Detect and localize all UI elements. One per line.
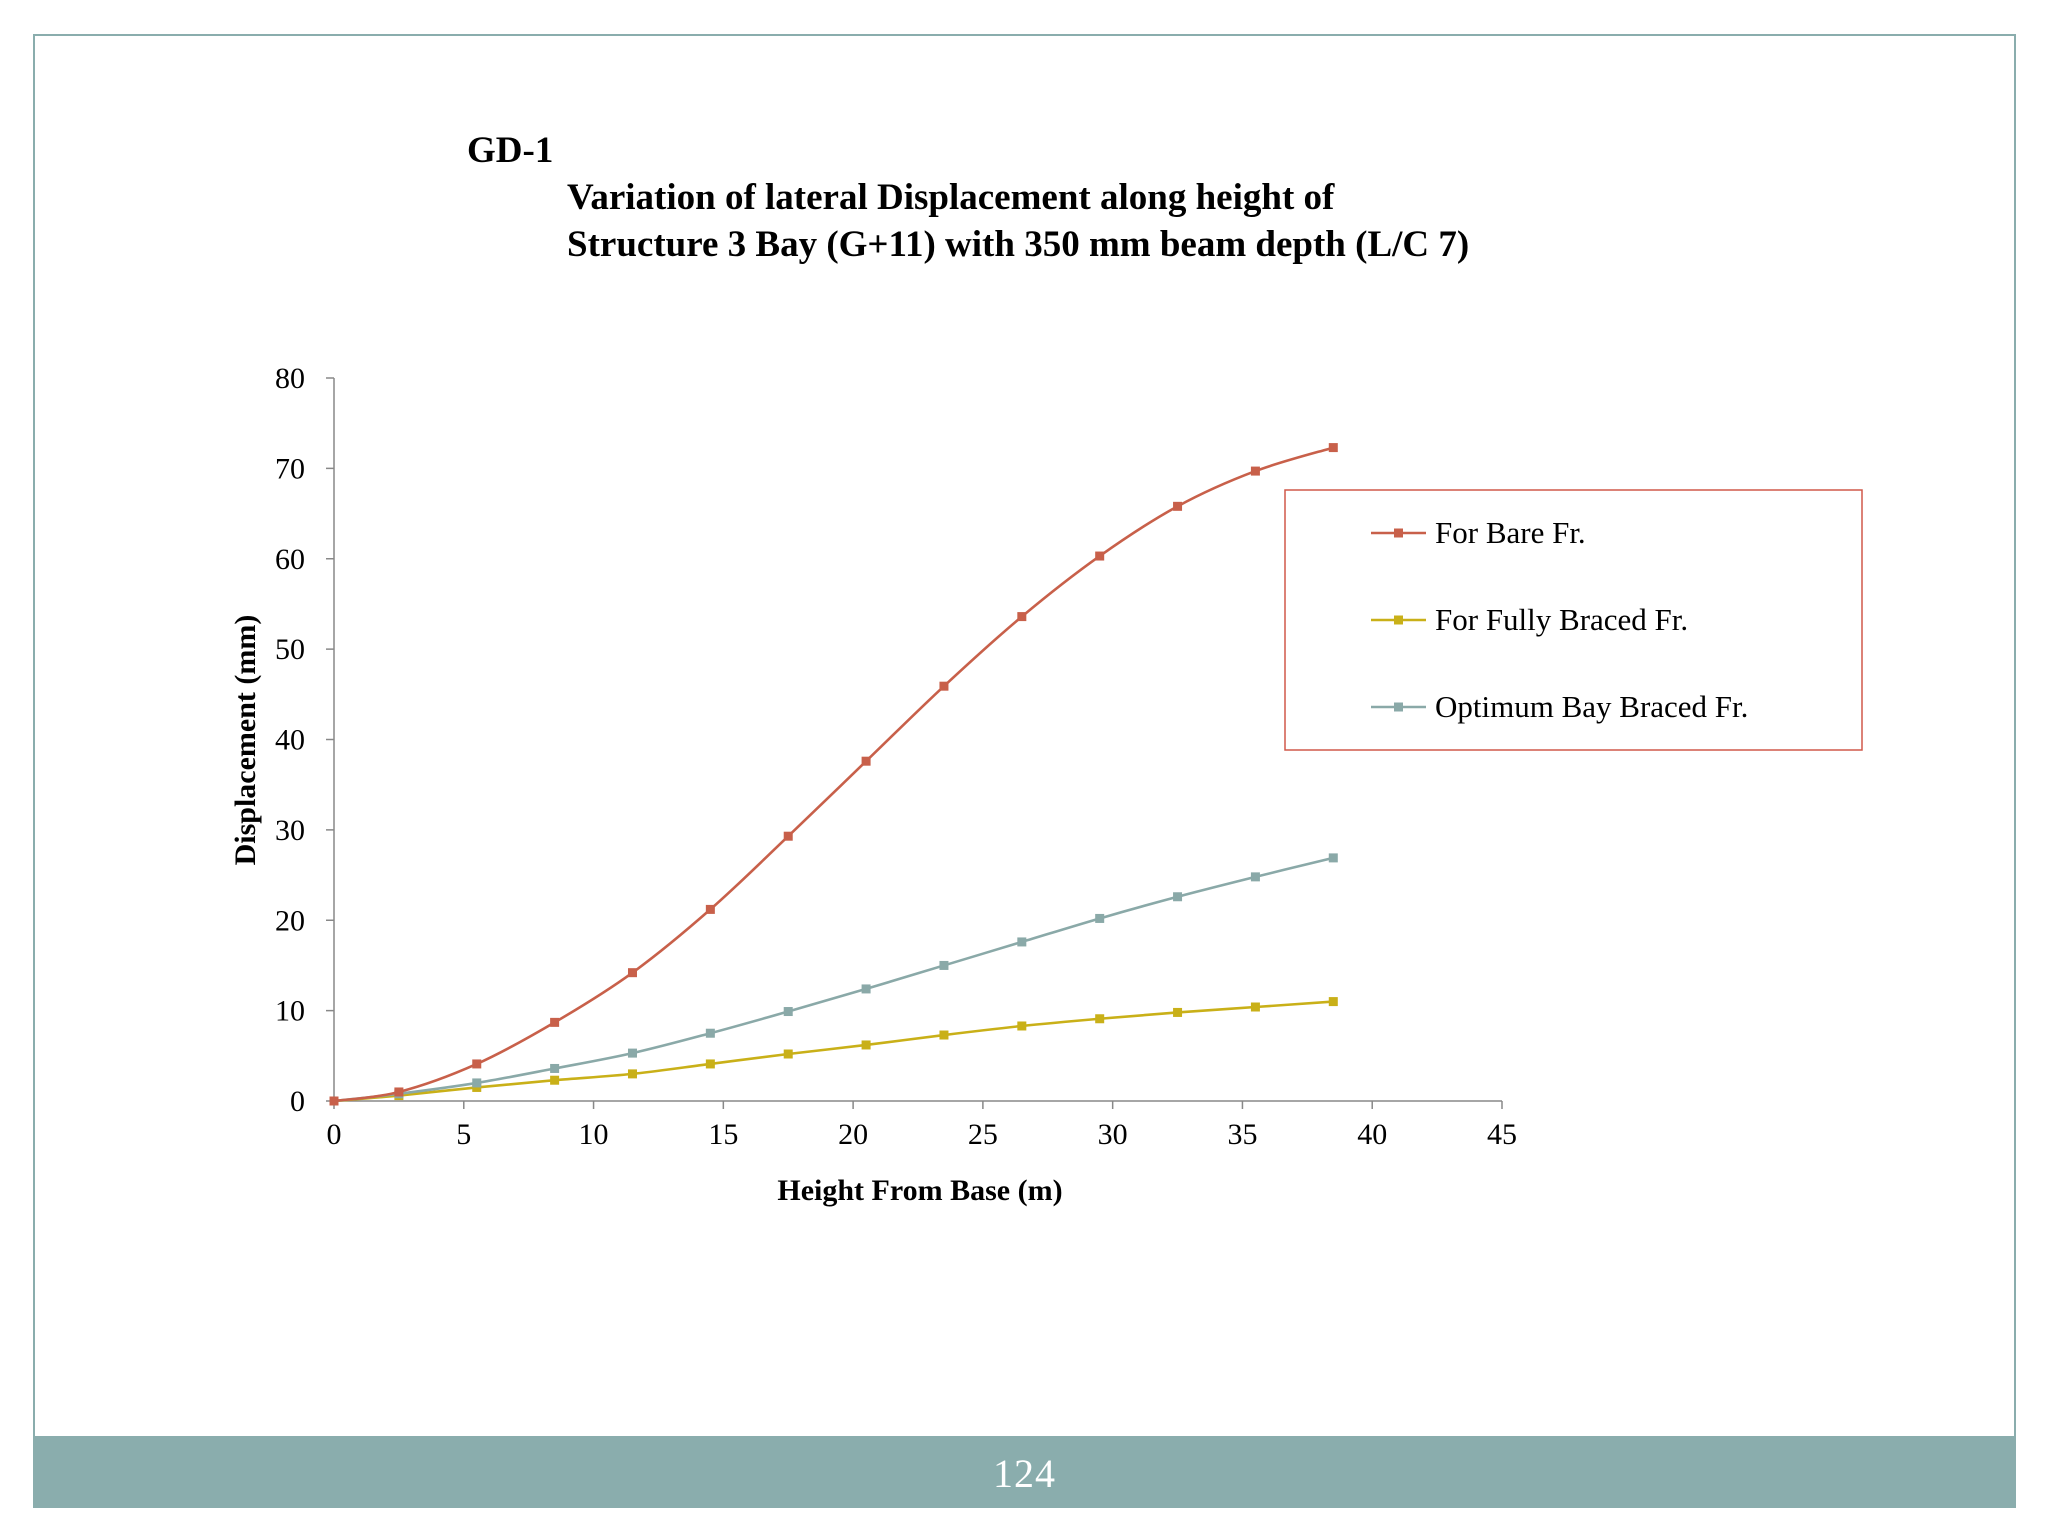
x-tick-label: 10 — [579, 1118, 609, 1151]
data-point — [1017, 1021, 1027, 1031]
data-point — [783, 831, 793, 841]
chart-label: GD-1 — [467, 130, 553, 171]
x-tick-label: 40 — [1357, 1118, 1387, 1151]
x-tick-label: 5 — [456, 1118, 471, 1151]
x-tick-label: 45 — [1487, 1118, 1517, 1151]
data-point — [1250, 872, 1260, 882]
axes: 0 10 20 30 40 50 60 70 80 0 5 10 15 20 25 30 35 40 45 — [275, 362, 1517, 1151]
x-axis-title: Height From Base (m) — [777, 1174, 1062, 1207]
data-point — [550, 1017, 560, 1027]
x-tick-label: 30 — [1098, 1118, 1128, 1151]
chart-title-line-2: Structure 3 Bay (G+11) with 350 mm beam … — [567, 224, 1469, 265]
legend-label: Optimum Bay Braced Fr. — [1435, 689, 1748, 724]
data-point — [627, 1069, 637, 1079]
data-point — [1328, 853, 1338, 863]
series-line — [333, 1000, 1334, 1103]
page-number: 124 — [993, 1451, 1056, 1496]
data-point — [1095, 913, 1105, 923]
data-point — [1328, 443, 1338, 453]
data-point — [783, 1049, 793, 1059]
data-point — [1095, 1014, 1105, 1024]
y-tick-label: 60 — [275, 543, 305, 576]
data-point — [550, 1063, 560, 1073]
y-tick-label: 40 — [275, 724, 305, 757]
x-tick-label: 15 — [708, 1118, 738, 1151]
data-point — [705, 1028, 715, 1038]
data-point — [627, 1048, 637, 1058]
footer-band: 124 — [33, 1436, 2016, 1508]
y-tick-label: 20 — [275, 904, 305, 937]
legend-swatch-marker — [1394, 615, 1403, 625]
data-point — [783, 1007, 793, 1017]
data-point — [550, 1075, 560, 1085]
y-tick-label: 50 — [275, 633, 305, 666]
data-point — [705, 1059, 715, 1069]
data-point — [939, 960, 949, 970]
data-point — [861, 1040, 871, 1050]
data-point — [1328, 997, 1338, 1007]
series-layer — [329, 443, 1338, 1106]
data-point — [1173, 501, 1183, 511]
x-tick-label: 35 — [1227, 1118, 1257, 1151]
data-point — [939, 681, 949, 691]
data-point — [1173, 892, 1183, 902]
y-tick-label: 70 — [275, 452, 305, 485]
data-point — [394, 1087, 404, 1097]
data-point — [1173, 1007, 1183, 1017]
data-point — [329, 1096, 339, 1106]
data-point — [861, 984, 871, 994]
data-point — [861, 756, 871, 766]
y-axis-title: Displacement (mm) — [229, 615, 262, 866]
legend-label: For Fully Braced Fr. — [1435, 602, 1688, 637]
data-point — [1017, 937, 1027, 947]
data-point — [1095, 551, 1105, 561]
data-point — [1017, 612, 1027, 622]
chart-title-line-1: Variation of lateral Displacement along … — [567, 177, 1335, 218]
data-point — [472, 1078, 482, 1088]
x-tick-label: 0 — [327, 1118, 342, 1151]
data-point — [939, 1030, 949, 1040]
data-point — [1250, 1002, 1260, 1012]
data-point — [472, 1082, 482, 1092]
series-line — [333, 856, 1334, 1103]
legend-label: For Bare Fr. — [1435, 515, 1586, 550]
x-tick-label: 25 — [968, 1118, 998, 1151]
y-tick-label: 30 — [275, 814, 305, 847]
data-point — [472, 1059, 482, 1069]
slide-frame — [33, 34, 2016, 1508]
legend-swatch-marker — [1394, 702, 1403, 712]
legend-swatch-marker — [1394, 528, 1403, 538]
series-line — [333, 446, 1334, 1103]
y-tick-label: 80 — [275, 362, 305, 395]
legend: For Bare Fr. For Fully Braced Fr. Optimum … — [1284, 489, 1863, 751]
data-point — [627, 968, 637, 978]
data-point — [705, 904, 715, 914]
y-tick-label: 10 — [275, 995, 305, 1028]
y-tick-label: 0 — [290, 1085, 305, 1118]
data-point — [1250, 466, 1260, 476]
x-tick-label: 20 — [838, 1118, 868, 1151]
